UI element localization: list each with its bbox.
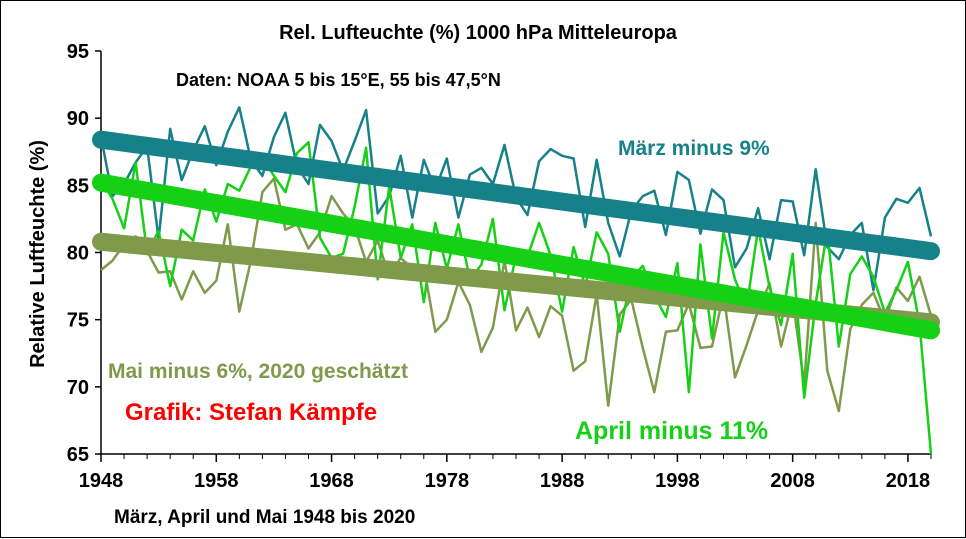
y-tick-label: 95 [67,41,89,63]
y-tick-label: 85 [67,175,89,197]
trend-line-april [92,173,940,340]
label-april: April minus 11% [575,417,768,445]
y-axis-label: Relative Luftfeuchte (%) [27,140,49,368]
chart-subtitle: Daten: NOAA 5 bis 15°E, 55 bis 47,5°N [176,70,501,90]
series-labels: März minus 9% April minus 11% Mai minus … [108,137,770,445]
x-axis-label: März, April und Mai 1948 bis 2020 [114,507,415,528]
x-tick-label: 2008 [770,470,815,492]
chart-title: Rel. Lufteuchte (%) 1000 hPa Mitteleurop… [279,22,678,44]
x-tick-label: 1998 [655,470,700,492]
x-tick-label: 1978 [425,470,470,492]
x-tick-label: 1958 [194,470,239,492]
y-tick-label: 65 [67,444,89,466]
y-tick-label: 75 [67,310,89,332]
y-tick-label: 70 [67,377,89,399]
x-tick-label: 1968 [309,470,354,492]
label-maerz: März minus 9% [618,137,770,160]
y-tick-label: 80 [67,243,89,265]
trend-line-maerz [92,130,940,261]
credit-label: Grafik: Stefan Kämpfe [125,399,377,426]
label-mai: Mai minus 6%, 2020 geschätzt [108,360,408,383]
x-tick-label: 1988 [540,470,585,492]
x-tick-label: 2018 [886,470,931,492]
y-tick-label: 90 [67,108,89,130]
plot-area: 65 70 75 80 85 90 95 1948 1958 1968 1978 1988 1998 20… [67,41,940,492]
x-tick-label: 1948 [79,470,124,492]
